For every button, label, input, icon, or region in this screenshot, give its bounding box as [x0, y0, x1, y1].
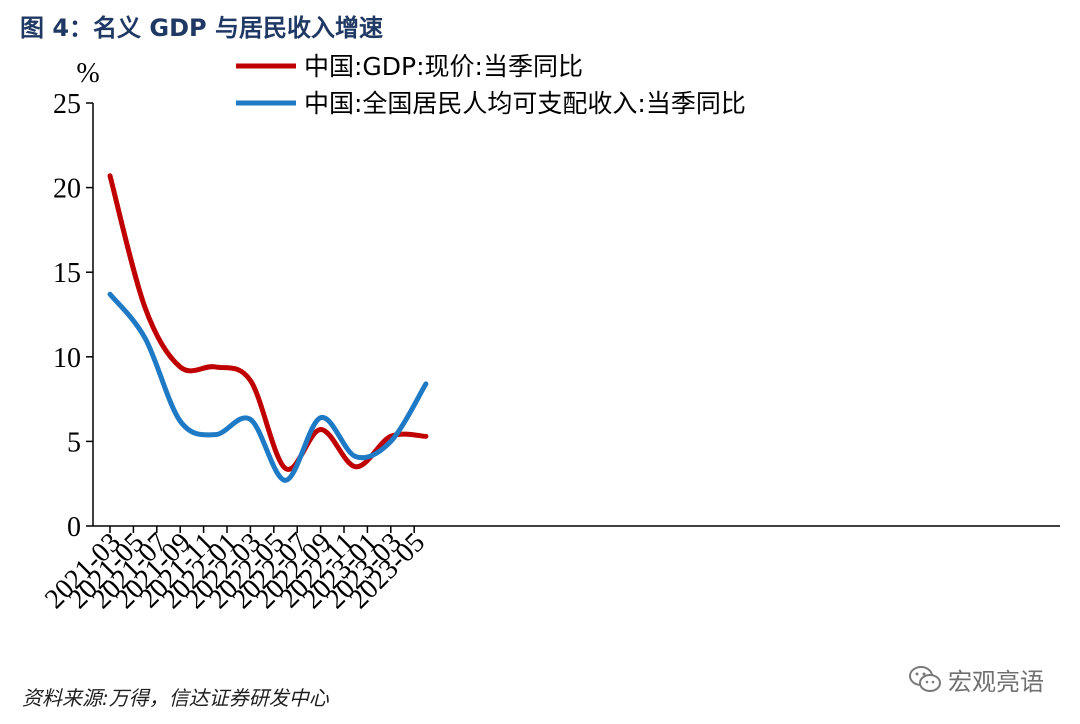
y-axis-label: % — [76, 58, 99, 89]
series-line-1 — [110, 176, 426, 470]
source-note: 资料来源:万得，信达证券研发中心 — [22, 682, 329, 711]
series-group — [110, 176, 426, 481]
wechat-icon — [908, 664, 942, 694]
y-tick-label: 20 — [53, 174, 81, 205]
watermark-text: 宏观亮语 — [948, 662, 1044, 697]
line-chart: 0510152025%2021-032021-052021-072021-092… — [0, 0, 1080, 670]
series-line-2 — [110, 294, 426, 480]
y-tick-label: 25 — [53, 89, 81, 120]
legend-label-1: 中国:GDP:现价:当季同比 — [304, 52, 583, 81]
y-tick-label: 10 — [53, 343, 81, 374]
y-tick-label: 5 — [67, 427, 81, 458]
y-tick-label: 0 — [67, 512, 81, 543]
legend-label-2: 中国:全国居民人均可支配收入:当季同比 — [304, 89, 746, 118]
y-tick-label: 15 — [53, 258, 81, 289]
axes: 0510152025%2021-032021-052021-072021-092… — [39, 58, 1060, 615]
watermark: 宏观亮语 — [908, 662, 1044, 696]
